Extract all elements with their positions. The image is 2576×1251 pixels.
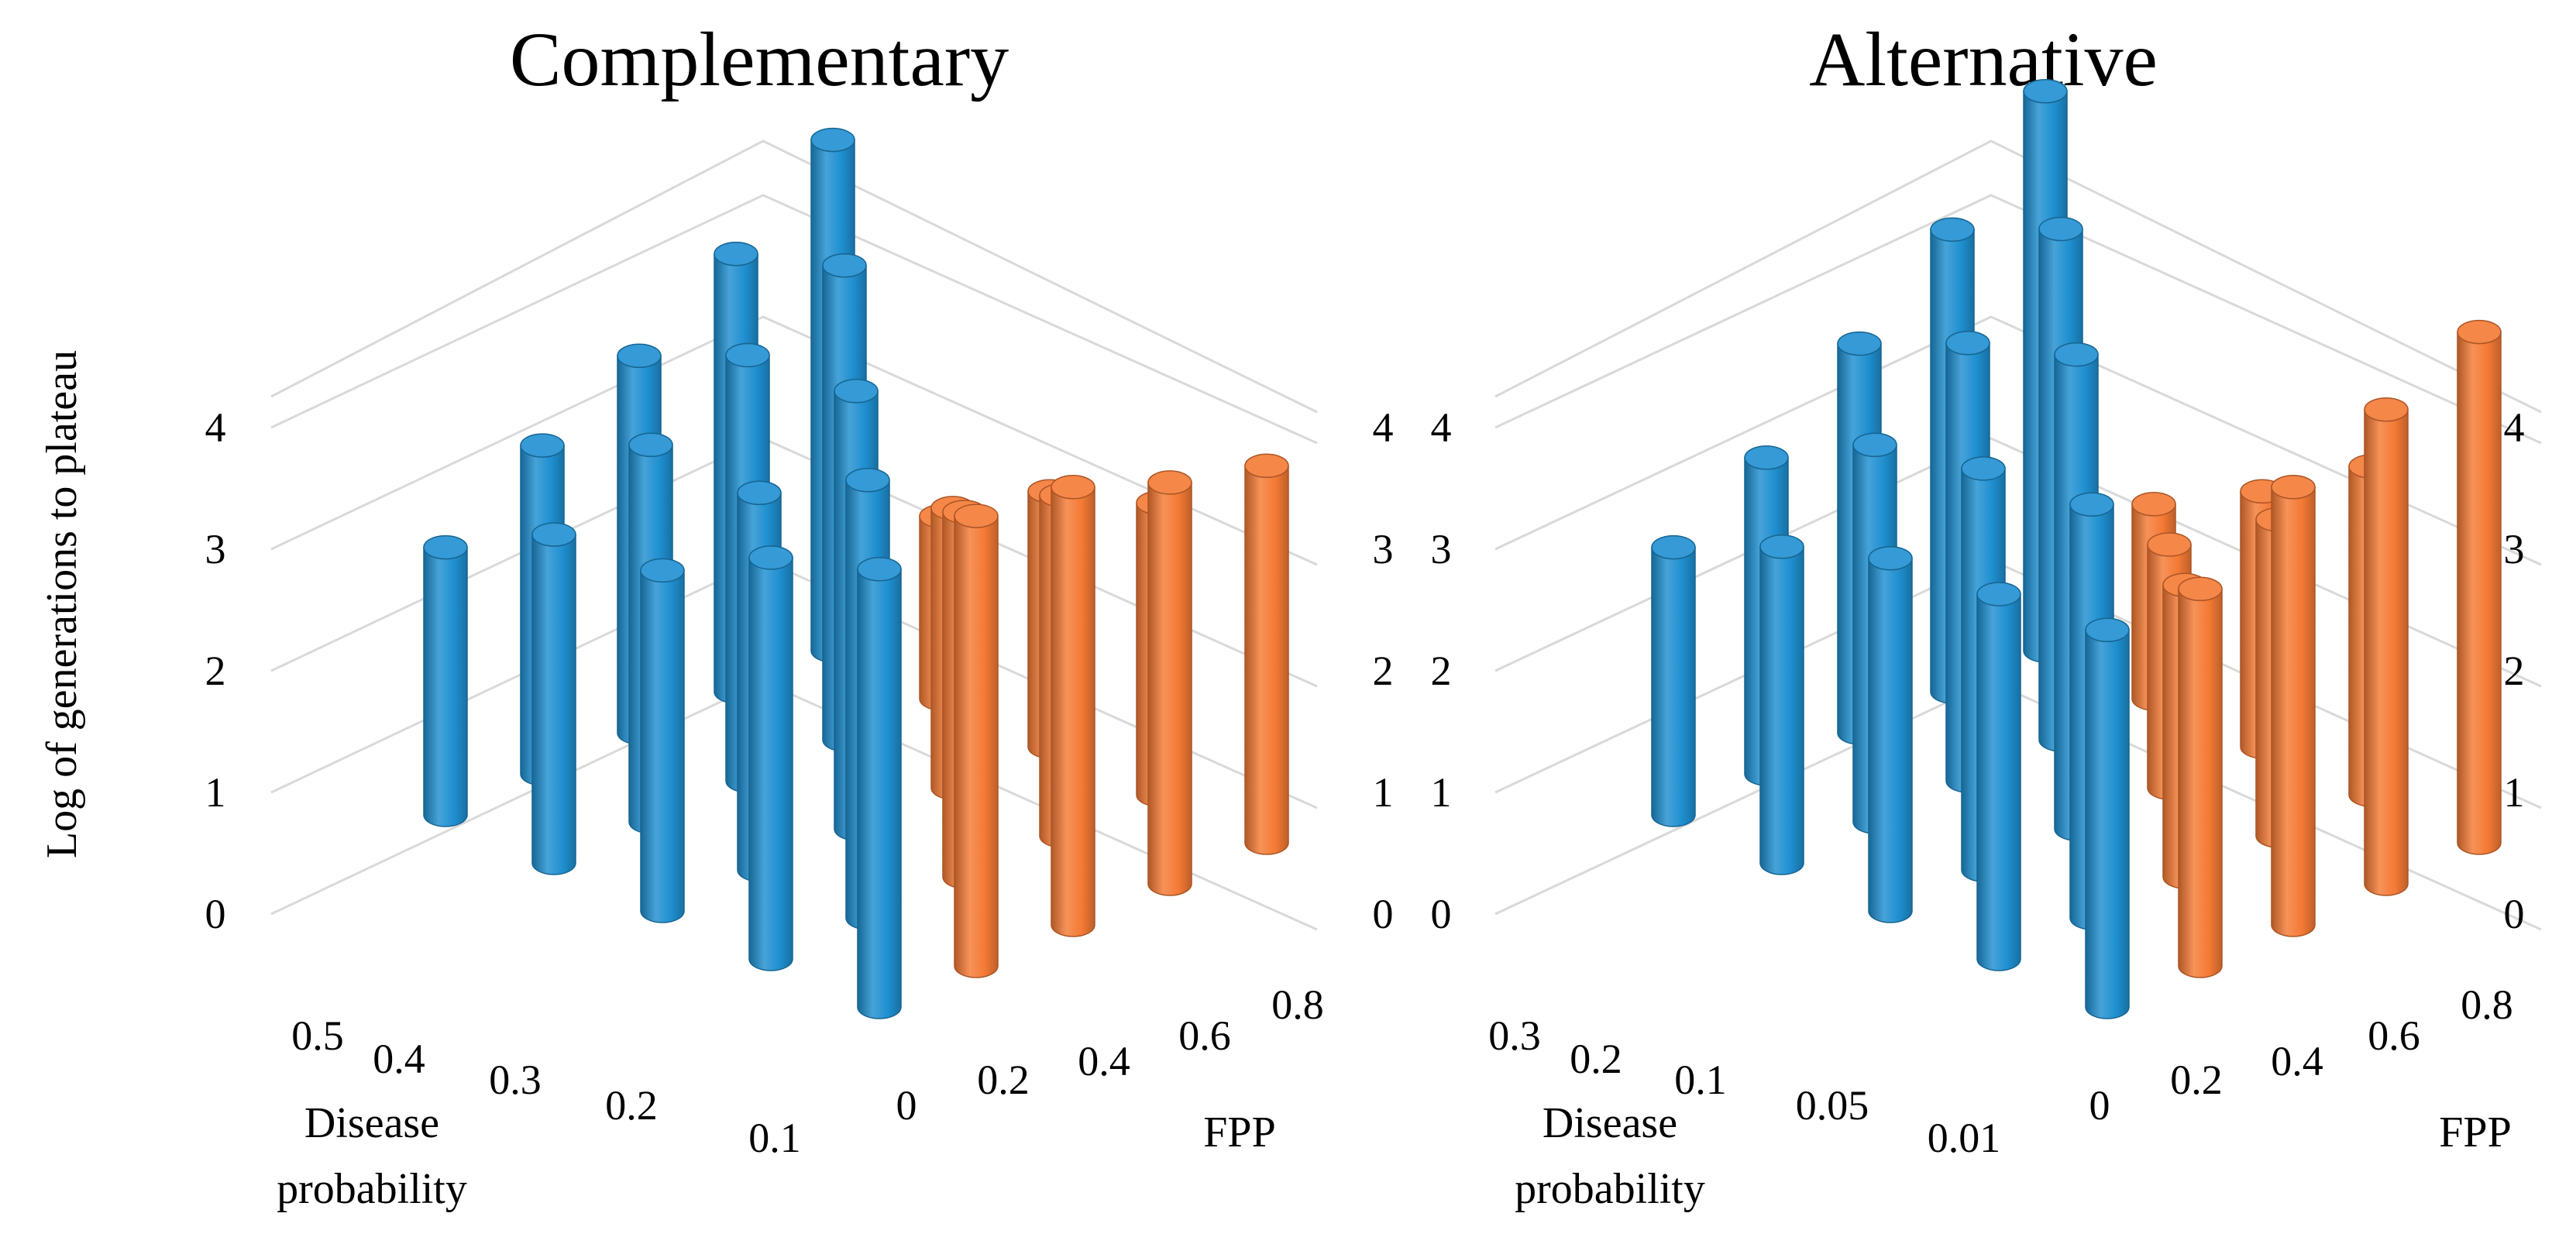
cylinder-bar-orange bbox=[1051, 475, 1095, 937]
y-tick-right: 2 bbox=[2504, 648, 2525, 694]
cylinder-bar-orange bbox=[1147, 470, 1192, 896]
cylinder-bar-blue bbox=[1976, 582, 2021, 971]
gridline bbox=[270, 194, 1318, 445]
y-tick-left: 2 bbox=[1431, 648, 1452, 694]
disease-tick: 0.3 bbox=[1488, 1012, 1541, 1059]
alternative-chart: Alternative 0 1 2 3 4 0 1 2 3 4 0.3 0.2 0.1 0.05 0.0… bbox=[1431, 16, 2542, 1213]
chart-title: Alternative bbox=[1809, 16, 2158, 102]
disease-tick: 0.2 bbox=[605, 1082, 658, 1129]
cylinder-bar-blue bbox=[531, 522, 576, 875]
y-tick-right: 4 bbox=[2504, 404, 2525, 451]
y-ticks-left: 0 1 2 3 4 bbox=[1431, 404, 1452, 937]
y-tick-left: 0 bbox=[205, 891, 226, 937]
fpp-tick: 0 bbox=[896, 1082, 917, 1129]
y-tick-right: 0 bbox=[2504, 891, 2525, 937]
cylinder-bar-blue bbox=[1759, 534, 1804, 875]
fpp-tick: 0.6 bbox=[1178, 1012, 1231, 1059]
disease-tick: 0.1 bbox=[748, 1115, 801, 1161]
cylinder-bars bbox=[1651, 79, 2502, 1019]
y-tick-left: 1 bbox=[1431, 769, 1452, 816]
fpp-ticks: 0 0.2 0.4 0.6 0.8 bbox=[2089, 981, 2513, 1129]
y-tick-right: 4 bbox=[1373, 404, 1394, 451]
disease-tick: 0.1 bbox=[1674, 1057, 1727, 1103]
y-tick-left: 0 bbox=[1431, 891, 1452, 937]
y-tick-right: 2 bbox=[1373, 648, 1394, 694]
fpp-tick: 0 bbox=[2089, 1082, 2110, 1129]
cylinder-bar-blue bbox=[1868, 545, 1913, 923]
y-ticks-right: 0 1 2 3 4 bbox=[1373, 404, 1394, 937]
cylinder-bar-orange bbox=[2457, 319, 2502, 855]
gridline bbox=[270, 139, 1318, 414]
disease-axis-label-line1: Disease bbox=[1543, 1099, 1677, 1147]
fpp-tick: 0.6 bbox=[2368, 1012, 2420, 1059]
y-tick-right: 3 bbox=[1373, 526, 1394, 572]
y-tick-left: 2 bbox=[205, 648, 226, 694]
cylinder-bars bbox=[423, 127, 1289, 1019]
fpp-ticks: 0 0.2 0.4 0.6 0.8 bbox=[896, 981, 1324, 1129]
fpp-tick: 0.4 bbox=[1078, 1038, 1130, 1084]
cylinder-bar-blue bbox=[2085, 617, 2130, 1019]
disease-tick: 0.4 bbox=[373, 1036, 425, 1082]
fpp-axis-label: FPP bbox=[2439, 1108, 2511, 1156]
cylinder-bar-orange bbox=[2364, 397, 2409, 896]
gridline bbox=[1494, 194, 2542, 445]
chart-title: Complementary bbox=[510, 16, 1009, 102]
cylinder-bar-blue bbox=[748, 545, 793, 971]
fpp-tick: 0.8 bbox=[1271, 981, 1324, 1028]
disease-tick: 0.01 bbox=[1928, 1115, 2001, 1161]
y-tick-right: 3 bbox=[2504, 526, 2525, 572]
disease-tick: 0.3 bbox=[489, 1057, 542, 1103]
cylinder-bar-blue bbox=[857, 557, 902, 1019]
y-ticks-right: 0 1 2 3 4 bbox=[2504, 404, 2525, 937]
y-tick-right: 1 bbox=[2504, 769, 2525, 816]
y-tick-right: 1 bbox=[1373, 769, 1394, 816]
fpp-tick: 0.8 bbox=[2461, 981, 2513, 1028]
fpp-tick: 0.2 bbox=[2170, 1057, 2223, 1103]
y-tick-left: 3 bbox=[205, 526, 226, 572]
y-ticks-left: 0 1 2 3 4 bbox=[205, 404, 226, 937]
fpp-axis-label: FPP bbox=[1203, 1108, 1275, 1156]
y-tick-left: 4 bbox=[205, 404, 226, 451]
y-tick-left: 1 bbox=[205, 769, 226, 816]
disease-axis-label-line1: Disease bbox=[304, 1099, 439, 1147]
y-tick-left: 3 bbox=[1431, 526, 1452, 572]
disease-tick: 0.05 bbox=[1796, 1082, 1869, 1129]
fpp-tick: 0.4 bbox=[2271, 1038, 2323, 1084]
y-axis-label: Log of generations to plateau bbox=[38, 350, 86, 858]
disease-tick: 0.2 bbox=[1570, 1036, 1622, 1082]
cylinder-bar-orange bbox=[2178, 576, 2223, 978]
y-tick-right: 0 bbox=[1373, 891, 1394, 937]
cylinder-bar-orange bbox=[1244, 453, 1289, 855]
gridline bbox=[270, 315, 1318, 566]
cylinder-bar-orange bbox=[2271, 475, 2316, 937]
disease-tick: 0.5 bbox=[291, 1012, 344, 1059]
cylinder-bar-blue bbox=[423, 534, 468, 827]
y-tick-left: 4 bbox=[1431, 404, 1452, 451]
disease-axis-label-line2: probability bbox=[1515, 1165, 1705, 1213]
cylinder-bar-blue bbox=[640, 558, 685, 923]
disease-ticks: 0.5 0.4 0.3 0.2 0.1 bbox=[291, 1012, 801, 1161]
cylinder-bar-orange bbox=[954, 503, 999, 978]
disease-axis-label-line2: probability bbox=[277, 1165, 467, 1213]
fpp-tick: 0.2 bbox=[977, 1057, 1030, 1103]
cylinder-bar-blue bbox=[1651, 534, 1696, 827]
disease-ticks: 0.3 0.2 0.1 0.05 0.01 bbox=[1488, 1012, 2000, 1161]
gridline bbox=[1494, 139, 2542, 414]
